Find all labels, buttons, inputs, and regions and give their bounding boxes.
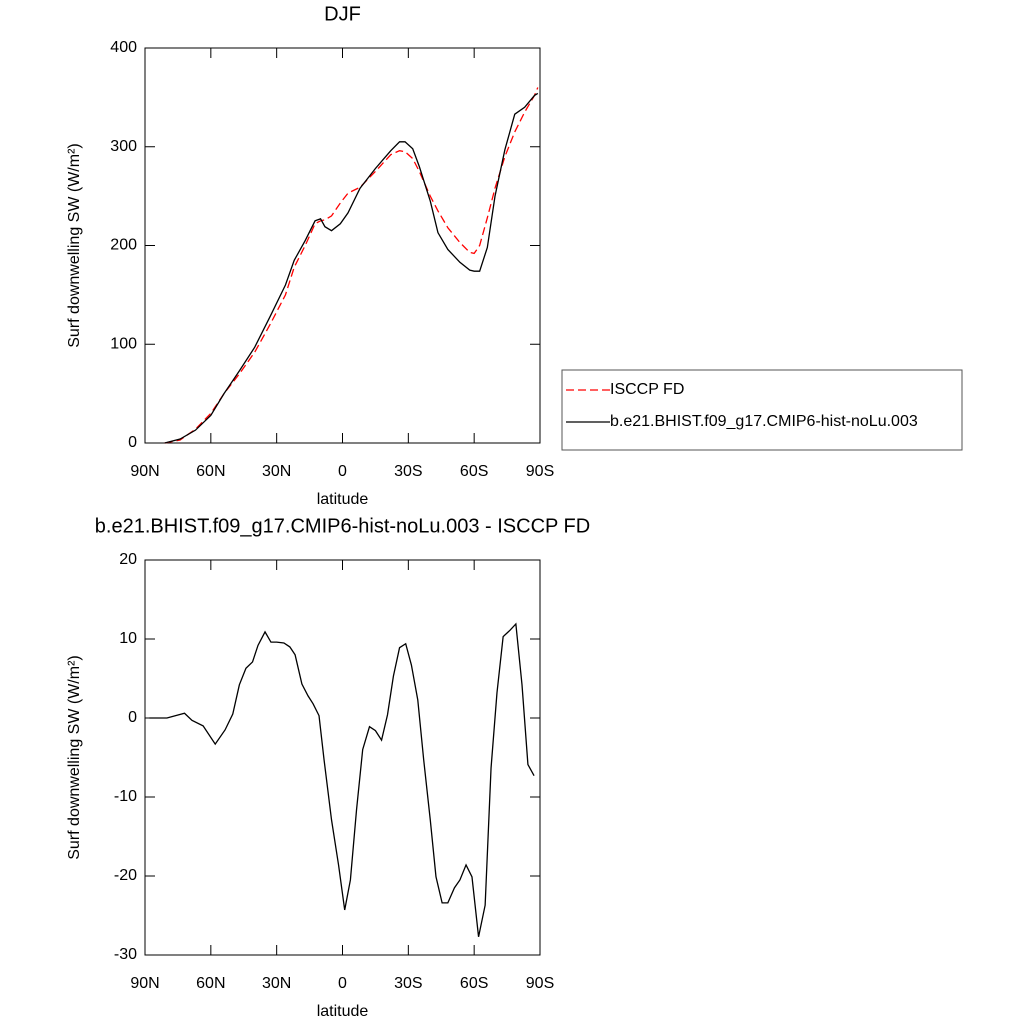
x-tick-label: 30N bbox=[262, 975, 291, 992]
x-tick-label: 60S bbox=[460, 975, 488, 992]
y-tick-label: -10 bbox=[114, 788, 137, 805]
x-tick-label: 90N bbox=[130, 463, 159, 480]
data-line bbox=[149, 622, 535, 937]
y-tick-label: 10 bbox=[119, 630, 137, 647]
data-line bbox=[164, 92, 539, 444]
legend-label: ISCCP FD bbox=[610, 381, 684, 398]
x-tick-label: 30S bbox=[394, 975, 422, 992]
x-tick-label: 0 bbox=[338, 975, 347, 992]
x-tick-label: 30N bbox=[262, 463, 291, 480]
x-tick-label: 60N bbox=[196, 975, 225, 992]
legend-label: b.e21.BHIST.f09_g17.CMIP6-hist-noLu.003 bbox=[610, 413, 918, 430]
y-tick-label: -20 bbox=[114, 867, 137, 884]
x-tick-label: 30S bbox=[394, 463, 422, 480]
data-line bbox=[164, 87, 539, 444]
chart-title: DJF bbox=[324, 3, 361, 25]
y-tick-label: 100 bbox=[110, 335, 137, 352]
x-tick-label: 60N bbox=[196, 463, 225, 480]
x-tick-label: 90N bbox=[130, 975, 159, 992]
x-axis-label: latitude bbox=[317, 491, 369, 508]
y-tick-label: 20 bbox=[119, 551, 137, 568]
y-axis-label: Surf downwelling SW (W/m²) bbox=[66, 655, 83, 859]
chart-title: b.e21.BHIST.f09_g17.CMIP6-hist-noLu.003 … bbox=[95, 515, 590, 537]
y-tick-label: 0 bbox=[128, 434, 137, 451]
x-tick-label: 90S bbox=[526, 463, 554, 480]
plot-frame bbox=[144, 47, 541, 444]
x-axis-label: latitude bbox=[317, 1003, 369, 1020]
plot-frame bbox=[144, 559, 541, 956]
x-tick-label: 60S bbox=[460, 463, 488, 480]
legend-box bbox=[561, 369, 963, 451]
x-tick-label: 0 bbox=[338, 463, 347, 480]
y-tick-label: -30 bbox=[114, 946, 137, 963]
y-tick-label: 300 bbox=[110, 138, 137, 155]
y-tick-label: 400 bbox=[110, 39, 137, 56]
y-tick-label: 200 bbox=[110, 237, 137, 254]
y-axis-label: Surf downwelling SW (W/m²) bbox=[66, 143, 83, 347]
x-tick-label: 90S bbox=[526, 975, 554, 992]
y-tick-label: 0 bbox=[128, 709, 137, 726]
